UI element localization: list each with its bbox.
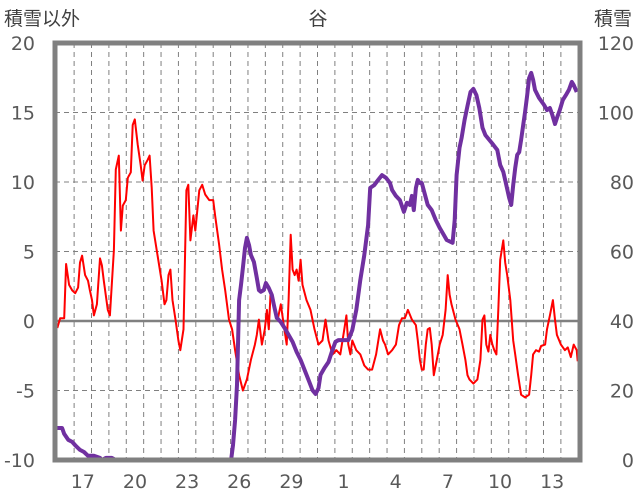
y2-tick-label: 120 bbox=[598, 33, 634, 55]
x-tick-label: 10 bbox=[488, 471, 512, 493]
y-tick-label: -10 bbox=[4, 450, 35, 472]
x-tick-label: 1 bbox=[338, 471, 350, 493]
plot-frame bbox=[52, 40, 583, 463]
y-axis-left-label: 積雪以外 bbox=[4, 8, 80, 30]
series-line-non-snow bbox=[56, 118, 579, 399]
series-layer bbox=[55, 70, 579, 462]
series-line-snow bbox=[55, 70, 579, 462]
y-tick-label: 5 bbox=[23, 242, 35, 264]
x-tick-label: 7 bbox=[442, 471, 454, 493]
x-tick-label: 23 bbox=[175, 471, 199, 493]
y2-tick-label: 0 bbox=[622, 450, 634, 472]
x-tick-label: 17 bbox=[71, 471, 95, 493]
x-tick-label: 20 bbox=[123, 471, 147, 493]
y-axis-right-label: 積雪 bbox=[594, 8, 632, 30]
x-tick-label: 13 bbox=[540, 471, 564, 493]
y-tick-label: 20 bbox=[11, 33, 35, 55]
x-tick-label: 26 bbox=[227, 471, 251, 493]
chart-title: 谷 bbox=[308, 8, 327, 30]
y-tick-label: 15 bbox=[11, 103, 35, 125]
y-tick-label: -5 bbox=[16, 381, 35, 403]
x-tick-label: 4 bbox=[390, 471, 402, 493]
y2-tick-label: 40 bbox=[610, 311, 634, 333]
y2-tick-label: 60 bbox=[610, 242, 634, 264]
tick-labels: -10 -5 0 5 10 15 20 0 20 40 60 80 100 120 17 20 23 26 29 1 4… bbox=[4, 33, 634, 493]
y2-tick-label: 80 bbox=[610, 172, 634, 194]
y-tick-label: 10 bbox=[11, 172, 35, 194]
x-tick-label: 29 bbox=[279, 471, 303, 493]
y-tick-label: 0 bbox=[23, 311, 35, 333]
y2-tick-label: 100 bbox=[598, 103, 634, 125]
y2-tick-label: 20 bbox=[610, 381, 634, 403]
